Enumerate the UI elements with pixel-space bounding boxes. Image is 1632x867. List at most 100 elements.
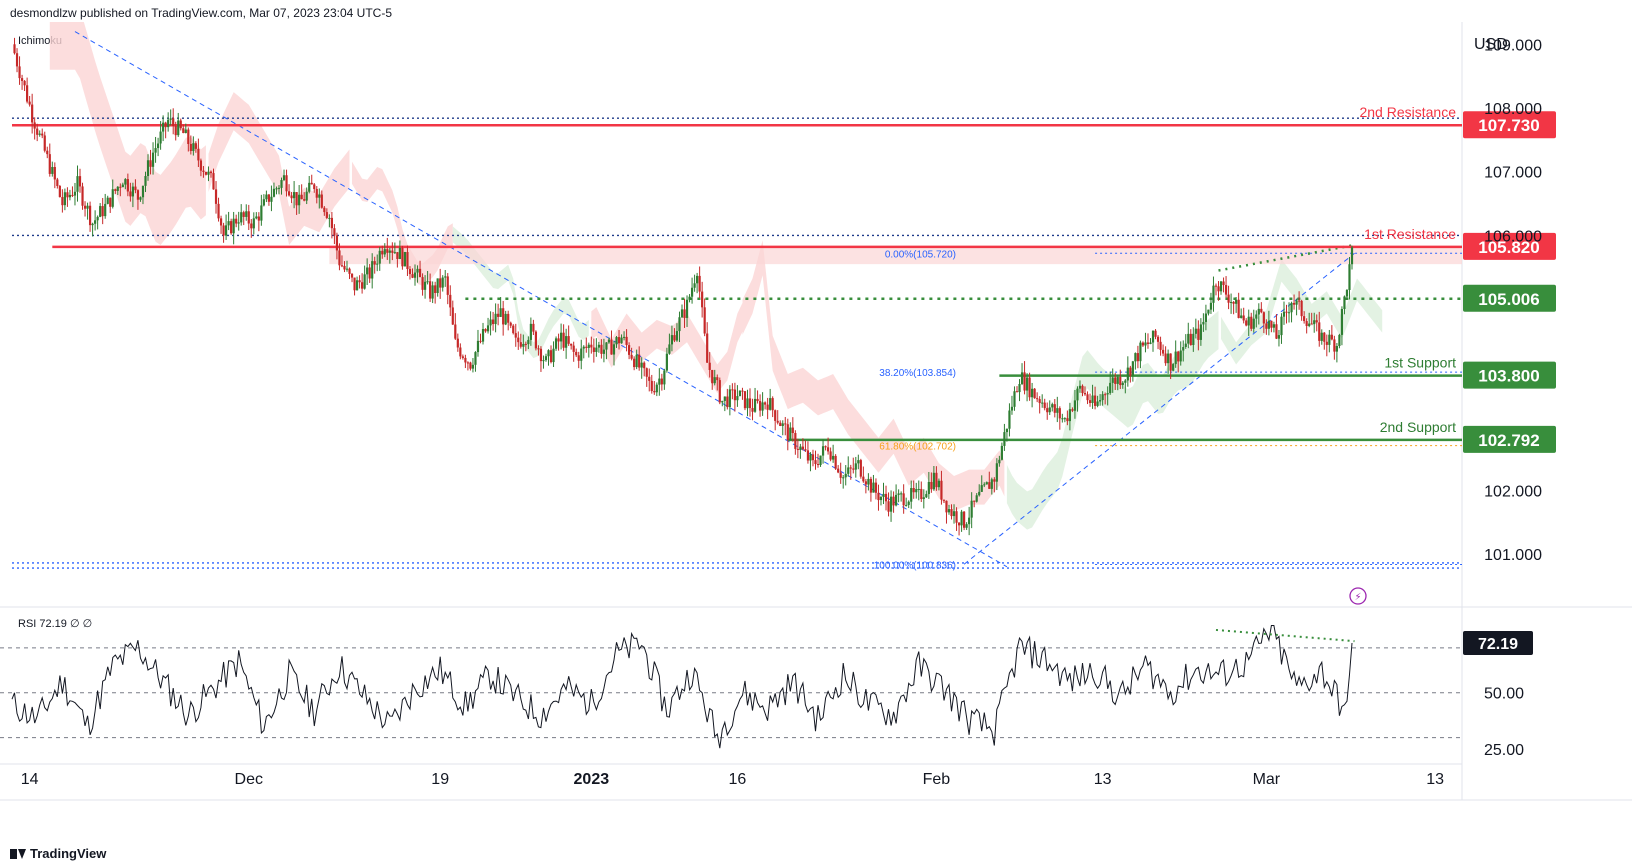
candle-body [935,472,938,488]
candle-body [315,189,318,198]
candle-body [119,186,122,188]
candle-body [804,449,807,451]
candle-body [350,273,354,278]
candle-body [23,80,26,86]
candle-body [83,205,87,209]
cloud-segment-0 [49,22,206,245]
candle-body [769,398,772,410]
candle-body [1343,296,1346,309]
candle-body [36,128,39,135]
candle-body [1345,289,1349,297]
candle-body [202,170,205,172]
candle-body [66,192,69,198]
candle-body [854,463,857,470]
candle-body [1144,342,1147,346]
candle-body [532,323,535,332]
candle-body [731,389,734,391]
candle-body [373,261,376,265]
candle-body [1237,299,1240,318]
candle-body [600,344,603,354]
candle-body [1096,401,1099,406]
candle-body [109,197,112,207]
candle-body [1000,445,1003,460]
candle-body [1184,343,1187,348]
candle-body [993,479,996,482]
candle-body [449,294,452,308]
rsi-tick-label: 50.00 [1484,686,1524,703]
candle-body [809,454,812,461]
candle-body [950,509,953,517]
candle-body [952,511,956,517]
candle-body [164,122,167,128]
candle-body [1056,408,1059,413]
candle-body [81,186,84,206]
rsi-value-label: 72.19 [1478,636,1518,653]
candle-body [345,268,349,270]
candle-body [325,212,328,218]
candle-body [456,338,459,348]
candle-body [1023,372,1026,391]
candle-body [1242,315,1245,321]
candle-body [131,186,135,197]
tradingview-brand[interactable]: TradingView [10,846,106,861]
candle-body [230,221,233,234]
candle-body [907,501,910,505]
candle-body [789,427,792,441]
candle-body [628,345,631,355]
candle-body [751,408,754,412]
candle-body [51,167,54,174]
candle-body [975,495,978,502]
candle-body [519,342,522,347]
price-tag-value: 102.792 [1478,431,1539,450]
candle-body [509,322,512,326]
candle-body [826,447,830,452]
candle-body [1106,393,1109,395]
candle-body [1315,320,1318,323]
candle-body [1333,339,1336,352]
price-tag-3 [1463,361,1556,389]
rsi-divergence-line [1215,628,1355,643]
candle-body [874,482,878,493]
candle-body [139,197,142,200]
candle-body [660,378,663,385]
candle-body [1350,247,1354,265]
candle-body [1031,388,1034,398]
candle-body [1174,351,1177,365]
candle-body [136,190,140,200]
candle-body [524,343,527,345]
candle-body [834,455,837,469]
candle-body [76,176,79,192]
candle-body [141,185,145,198]
candle-body [308,182,311,192]
candle-body [41,133,44,136]
candle-body [887,501,890,512]
candle-body [1013,391,1016,407]
candle-body [224,225,228,236]
candle-body [167,119,170,128]
candle-body [497,313,500,317]
candle-body [1071,409,1074,411]
candle-body [355,280,359,291]
candle-body [522,343,525,347]
candle-body [358,280,361,283]
candle-body [794,433,797,449]
candle-body [620,337,623,344]
candle-body [905,504,908,506]
candle-body [512,325,515,334]
candle-body [429,281,432,299]
candle-body [1282,311,1286,317]
candle-body [1229,301,1233,303]
candle-body [1043,402,1046,409]
candle-body [323,207,326,213]
candle-body [290,195,293,199]
candle-body [985,482,988,485]
candle-body [189,143,192,152]
candle-body [970,500,973,518]
alert-bolt-icon[interactable] [1349,587,1367,605]
candle-body [567,336,570,344]
candle-body [889,496,893,512]
candle-body [859,460,862,477]
candle-body [187,129,190,144]
publish-info: desmondlzw published on TradingView.com,… [10,6,392,20]
candle-body [318,194,321,198]
